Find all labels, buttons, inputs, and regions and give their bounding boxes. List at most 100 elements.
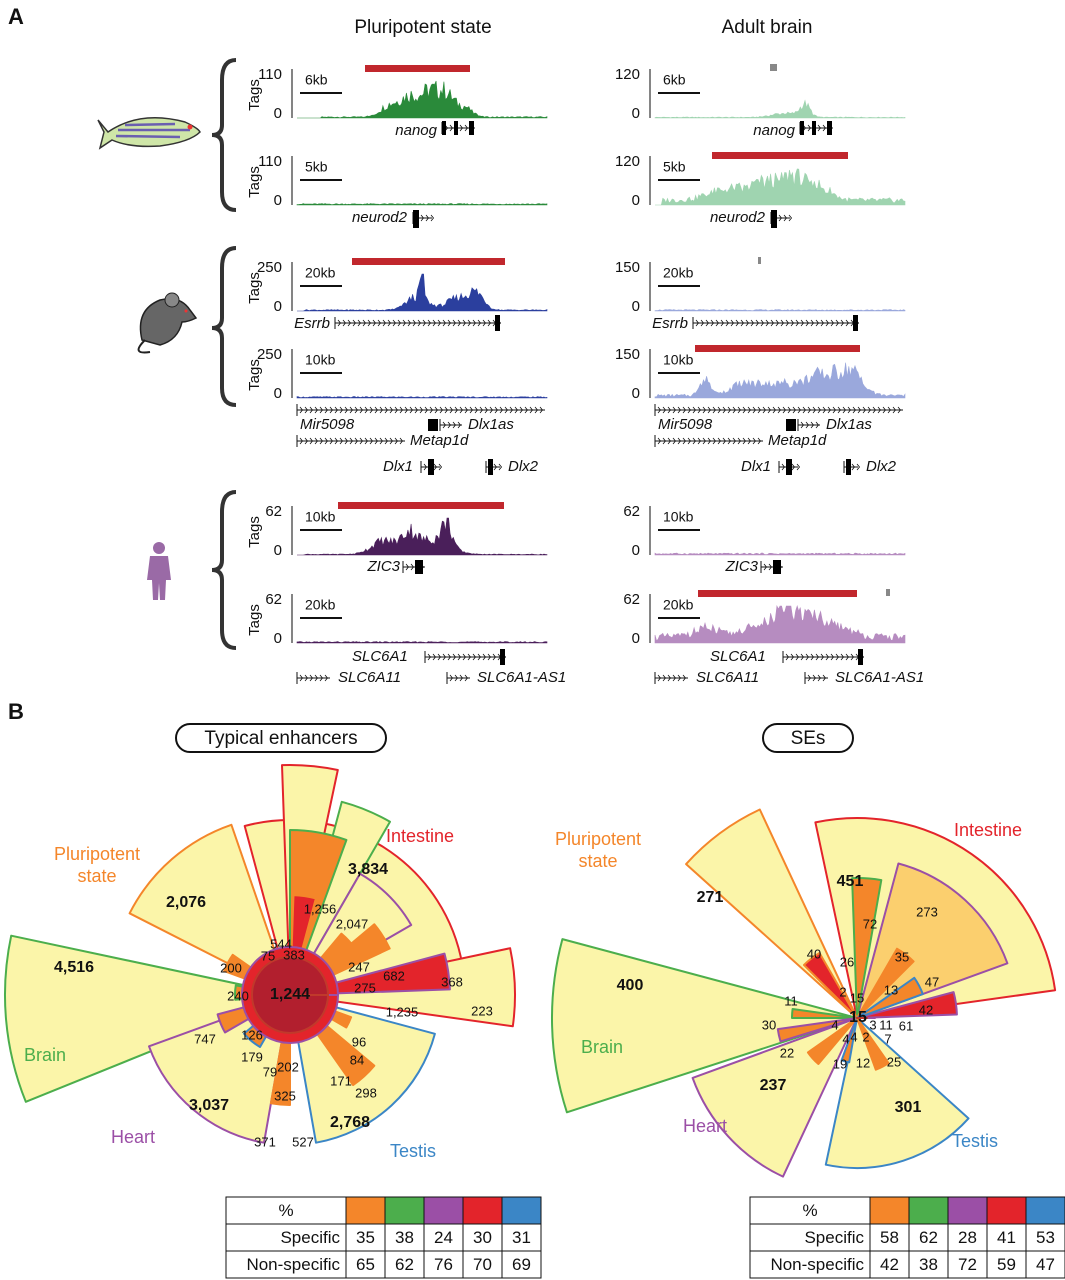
gene-strand [677,674,682,682]
enhancer-bar [352,258,505,265]
signal-track [654,362,906,399]
panel-label: A [8,4,24,29]
table-cell [749,1196,871,1225]
gene-strand [872,406,877,414]
gene-strand [892,406,897,414]
gene-strand [790,653,795,661]
scale-label: 10kb [663,352,694,368]
tissue-label: Brain [580,1037,624,1057]
gene-strand [845,653,850,661]
y-tick-label: 0 [274,298,282,315]
gene-strand [349,406,354,414]
gene-strand [539,406,544,414]
exon [846,459,851,475]
gene-strand [484,406,489,414]
table-value: 42 [880,1255,899,1274]
row-label: Non-specific [246,1255,340,1274]
gene-strand [319,674,324,682]
gene-strand [472,653,477,661]
y-tick-label: 0 [632,192,640,209]
table-cell [501,1223,542,1252]
gene-strand [662,406,667,414]
region-count: 2,076 [166,894,206,911]
y-axis-label: Tags [246,359,263,391]
tissue-label: Heart [110,1127,155,1147]
table-cell [345,1250,386,1279]
gene-label: Dlx1 [741,458,771,475]
gene-strand [379,406,384,414]
gene-strand [877,406,882,414]
gene-strand [822,674,827,682]
enhancer-mark [770,64,777,71]
gene-strand [423,463,428,471]
diagram-wedge [806,1017,858,1065]
gene-strand [791,463,796,471]
gene-strand [449,124,454,132]
region-count: 298 [355,1085,377,1100]
gene-strand [840,319,845,327]
gene-strand [482,653,487,661]
gene-strand [524,406,529,414]
gene-strand [414,406,419,414]
gene-strand [394,406,399,414]
region-count: 12 [856,1055,870,1070]
gene-strand [730,319,735,327]
title-pill [762,723,854,753]
gene-strand [437,319,442,327]
gene-label: SLC6A11 [696,669,759,686]
exon [827,121,832,135]
gene-strand [710,319,715,327]
gene-strand [717,437,722,445]
gene-label: neurod2 [352,209,408,226]
gene-strand [364,406,369,414]
gene-strand [504,406,509,414]
color-key [501,1196,542,1225]
signal-track [654,309,906,312]
gene-strand [454,406,459,414]
gene-strand [717,406,722,414]
gene-strand [810,653,815,661]
gene-strand [765,319,770,327]
gene-strand [851,463,856,471]
gene-strand [347,319,352,327]
scale-label: 20kb [663,265,694,281]
gene-strand [299,437,304,445]
gene-strand [382,319,387,327]
gene-strand [807,124,812,132]
gene-strand [825,319,830,327]
color-key [462,1196,503,1225]
y-tick-label: 150 [615,259,640,276]
tissue-label: Intestine [385,826,455,846]
region-count: 237 [760,1077,787,1094]
table-value: 38 [395,1228,414,1247]
gene-strand [459,124,464,132]
exon [442,121,446,135]
gene-strand [820,653,825,661]
gene-strand [757,437,762,445]
gene-strand [767,406,772,414]
color-key [1025,1196,1065,1225]
gene-strand [389,406,394,414]
gene-strand [835,319,840,327]
table-cell [908,1223,949,1252]
signal-track [655,168,906,206]
gene-strand [856,463,861,471]
gene-strand [389,437,394,445]
gene-strand [354,406,359,414]
gene-strand [367,319,372,327]
gene-strand [352,319,357,327]
gene-strand [755,319,760,327]
table-cell [423,1250,464,1279]
gene-strand [424,406,429,414]
region-count: 15 [850,990,864,1005]
table-value: 38 [919,1255,938,1274]
gene-strand [800,319,805,327]
enhancer-mark [886,589,890,596]
gene-strand [452,421,457,429]
color-key [947,1196,988,1225]
gene-strand [882,406,887,414]
region-count: 1,235 [386,1004,419,1019]
gene-label: ZIC3 [366,558,400,575]
table-cell [225,1196,347,1225]
gene-strand [785,653,790,661]
